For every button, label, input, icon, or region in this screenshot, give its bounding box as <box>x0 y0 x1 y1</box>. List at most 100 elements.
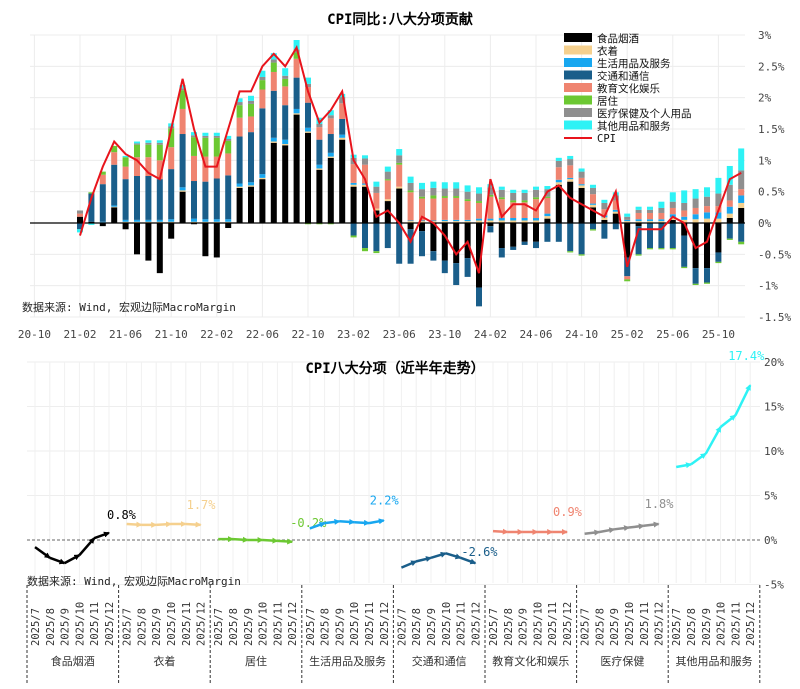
bar-segment <box>692 198 699 208</box>
bar-segment <box>578 168 585 172</box>
bar-segment <box>270 141 277 143</box>
bar-segment <box>738 241 745 245</box>
bar-segment <box>362 223 368 249</box>
bar-segment <box>521 220 528 223</box>
bar-segment <box>715 252 722 262</box>
bar-segment <box>327 118 334 135</box>
legend-swatch <box>564 83 592 92</box>
bar-segment <box>236 187 243 223</box>
bar-segment <box>396 149 403 156</box>
bar-segment <box>544 186 551 190</box>
bar-segment <box>430 198 437 221</box>
bar-segment <box>168 223 175 239</box>
bar-segment <box>624 216 631 220</box>
bar-segment <box>225 135 232 140</box>
bar-segment <box>681 202 688 211</box>
bar-segment <box>316 164 323 169</box>
series-arrow-segment <box>643 521 660 528</box>
bar-segment <box>578 254 585 256</box>
bar-segment <box>738 170 745 190</box>
cpi-line-layer <box>79 44 742 274</box>
legend-label: 食品烟酒 <box>597 32 639 45</box>
bar-segment <box>305 83 311 88</box>
top-x-tick-label: 22-02 <box>200 328 233 341</box>
bar-segment <box>669 219 676 223</box>
bar-segment <box>704 282 710 284</box>
bar-segment <box>145 221 152 223</box>
bottom-month-label: 2025/10 <box>258 602 270 646</box>
bar-segment <box>658 212 665 220</box>
top-y-tick-label: 1.5% <box>758 123 785 136</box>
bar-segment <box>647 209 653 213</box>
bar-segment <box>270 59 277 63</box>
bar-segment <box>270 142 277 223</box>
bar-segment <box>122 219 129 222</box>
bar-segment <box>590 187 596 195</box>
bar-segment <box>521 241 528 245</box>
bar-segment <box>270 62 277 72</box>
bar-segment <box>384 223 391 249</box>
bar-segment <box>453 182 460 189</box>
bottom-month-label: 2025/9 <box>426 608 438 646</box>
legend-swatch <box>564 120 592 130</box>
series-arrow-segment <box>64 554 81 565</box>
bottom-month-label: 2025/10 <box>74 602 86 646</box>
bar-segment <box>533 223 539 242</box>
bar-segment <box>339 103 346 119</box>
bar-segment <box>487 223 494 227</box>
series-arrow-segment <box>460 556 477 565</box>
bar-segment <box>77 229 83 233</box>
bar-segment <box>362 248 368 252</box>
series-arrow-segment <box>354 519 370 526</box>
top-source-note: 数据来源: Wind, 宏观边际MacroMargin <box>22 300 236 314</box>
bar-segment <box>168 128 175 148</box>
bar-segment <box>498 197 505 200</box>
series-end-label: 0.9% <box>553 505 583 519</box>
bar-segment <box>635 221 642 223</box>
bar-segment <box>635 226 642 255</box>
bar-segment <box>248 100 254 104</box>
bar-segment <box>179 85 186 89</box>
bar-segment <box>681 210 688 217</box>
bar-segment <box>236 98 243 103</box>
bar-segment <box>407 229 414 264</box>
legend-swatch <box>564 95 592 105</box>
bar-segment <box>134 176 140 220</box>
bottom-month-label: 2025/12 <box>104 602 116 646</box>
bar-segment <box>396 164 403 187</box>
bar-segment <box>669 192 676 202</box>
series-arrow-segment <box>156 521 172 528</box>
bar-segment <box>122 223 129 230</box>
bar-segment <box>464 221 471 223</box>
bar-segment <box>612 213 619 223</box>
bar-segment <box>407 221 414 223</box>
bar-segment <box>578 184 585 186</box>
bar-segment <box>590 229 596 231</box>
legend-label: 居住 <box>597 95 618 108</box>
bar-segment <box>704 196 710 207</box>
bar-segment <box>316 123 323 128</box>
bar-segment <box>453 263 460 286</box>
bar-segment <box>681 190 688 203</box>
bar-segment <box>647 221 653 223</box>
bar-segment <box>191 218 197 222</box>
bar-segment <box>282 86 289 106</box>
bar-segment <box>156 140 163 143</box>
bar-segment <box>612 209 619 212</box>
bar-segment <box>145 176 152 220</box>
bottom-month-label: 2025/7 <box>671 608 683 646</box>
bar-segment <box>339 137 346 140</box>
bar-segment <box>225 219 232 222</box>
bottom-month-label: 2025/7 <box>488 608 500 646</box>
bar-segment <box>476 220 482 223</box>
bar-segment <box>498 217 505 221</box>
series-end-label: 1.7% <box>187 498 217 512</box>
bar-segment <box>635 254 642 256</box>
bottom-month-label: 2025/8 <box>228 608 240 646</box>
bar-segment <box>407 192 414 221</box>
bar-segment <box>464 219 471 222</box>
bar-segment <box>316 139 323 165</box>
legend-label: 交通和通信 <box>597 70 650 83</box>
bar-segment <box>293 108 300 114</box>
